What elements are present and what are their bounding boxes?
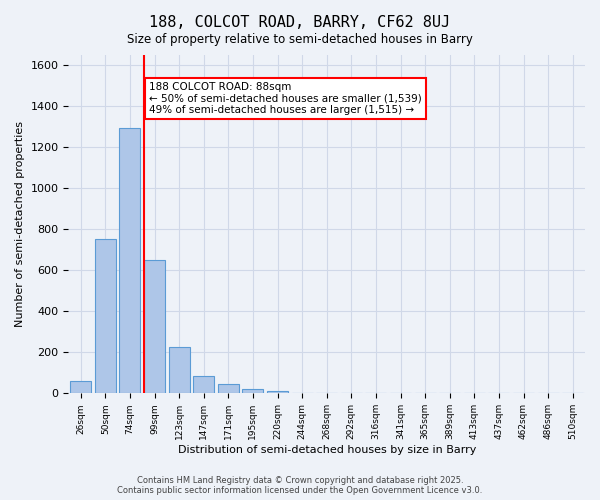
X-axis label: Distribution of semi-detached houses by size in Barry: Distribution of semi-detached houses by … (178, 445, 476, 455)
Bar (193, 376, 214, 394)
Text: 188 COLCOT ROAD: 88sqm
← 50% of semi-detached houses are smaller (1,539)
49% of : 188 COLCOT ROAD: 88sqm ← 50% of semi-det… (149, 82, 422, 116)
Text: Contains HM Land Registry data © Crown copyright and database right 2025.
Contai: Contains HM Land Registry data © Crown c… (118, 476, 482, 495)
Bar (218, 384, 239, 394)
Text: Size of property relative to semi-detached houses in Barry: Size of property relative to semi-detach… (127, 32, 473, 46)
Bar (95, 238, 116, 394)
Bar (169, 346, 190, 394)
Bar (70, 381, 91, 394)
Text: 188, COLCOT ROAD, BARRY, CF62 8UJ: 188, COLCOT ROAD, BARRY, CF62 8UJ (149, 15, 451, 30)
Y-axis label: Number of semi-detached properties: Number of semi-detached properties (15, 121, 25, 327)
Bar (119, 128, 140, 394)
Bar (267, 392, 288, 394)
Bar (242, 389, 263, 394)
Bar (144, 260, 165, 394)
